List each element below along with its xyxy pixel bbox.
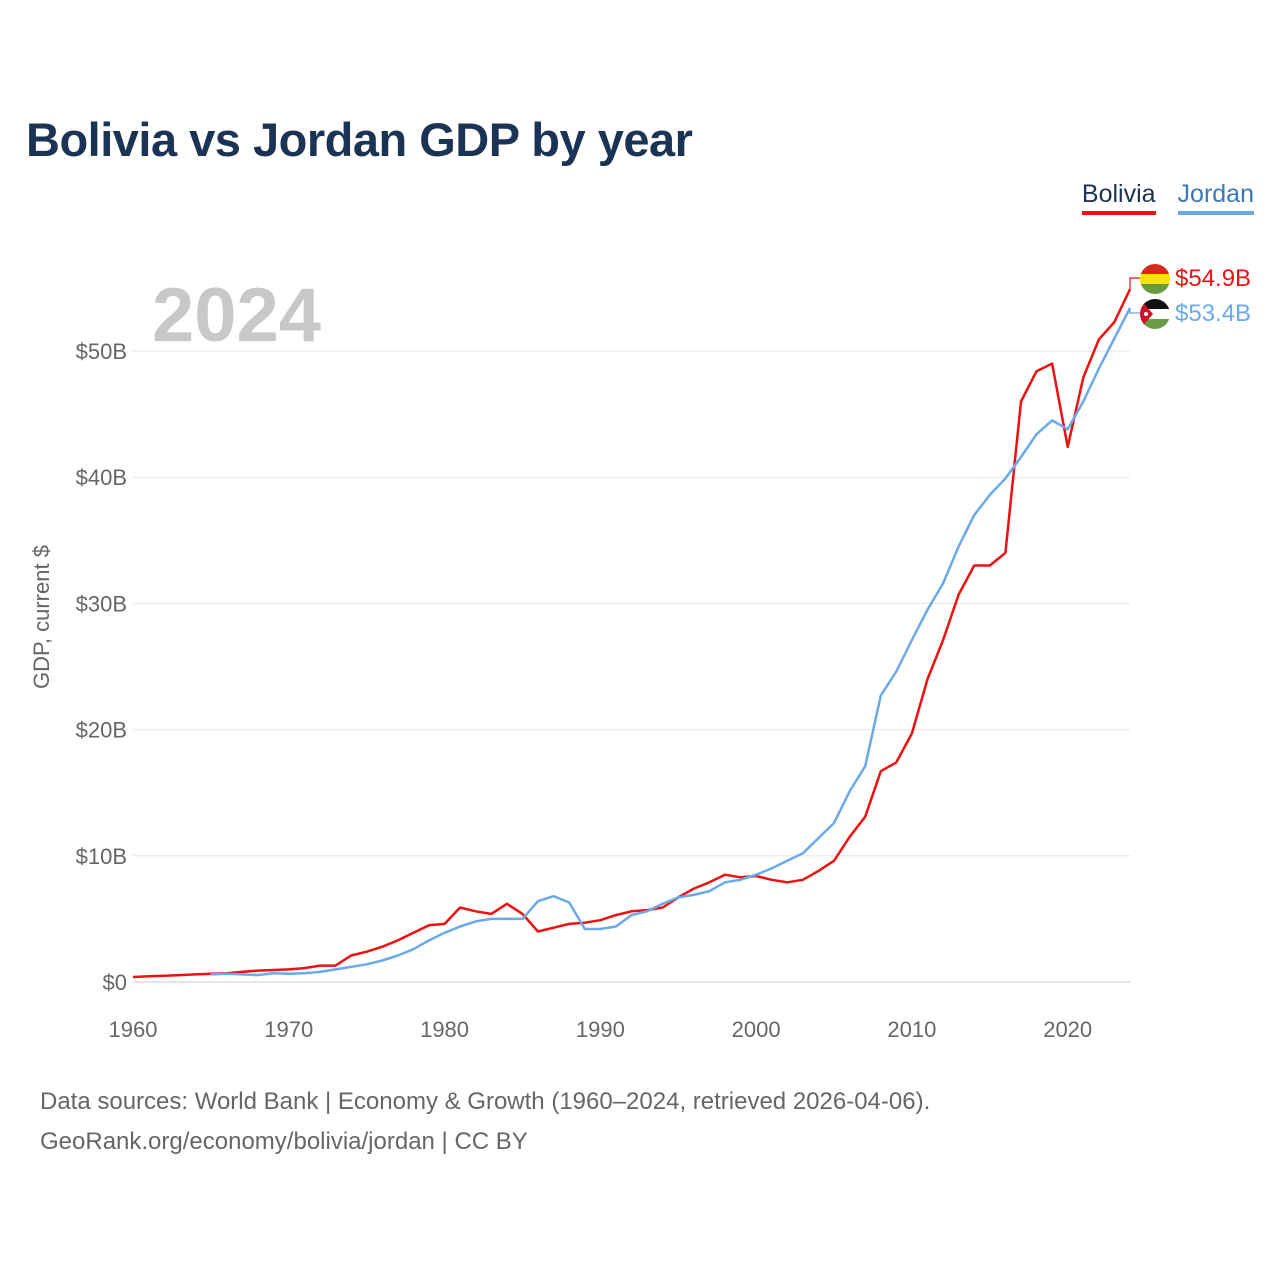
series-line-bolivia: [132, 288, 1132, 979]
end-label-bolivia: $54.9B: [1175, 265, 1251, 292]
x-tick-label: 1980: [420, 1017, 469, 1042]
label-connector-jordan: [1129, 308, 1140, 314]
legend-item-bolivia[interactable]: Bolivia: [1081, 180, 1156, 215]
x-tick-label: 1960: [109, 1017, 158, 1042]
series-line-jordan: [210, 307, 1132, 977]
y-tick-label: $30B: [76, 591, 127, 616]
y-tick-label: $50B: [76, 339, 127, 364]
footer: Data sources: World Bank | Economy & Gro…: [40, 1082, 930, 1162]
legend-item-jordan[interactable]: Jordan: [1177, 180, 1254, 215]
x-tick-label: 1970: [264, 1017, 313, 1042]
year-label: 2024: [152, 273, 322, 358]
site-credit: GeoRank.org/economy/bolivia/jordan | CC …: [40, 1128, 528, 1155]
x-tick-label: 1990: [576, 1017, 625, 1042]
x-tick-label: 2000: [732, 1017, 781, 1042]
y-tick-label: $10B: [76, 844, 127, 869]
x-tick-label: 2010: [887, 1017, 936, 1042]
x-tick-label: 2020: [1043, 1017, 1092, 1042]
label-connector-bolivia: [1129, 277, 1140, 290]
chart-title: Bolivia vs Jordan GDP by year: [26, 113, 693, 166]
legend: Bolivia Jordan: [1081, 180, 1254, 215]
jordan-flag-icon: [1140, 299, 1170, 329]
y-tick-label: $0: [103, 970, 127, 995]
y-axis-label: GDP, current $: [29, 545, 54, 689]
data-source-note: Data sources: World Bank | Economy & Gro…: [40, 1088, 931, 1115]
y-tick-label: $20B: [76, 718, 127, 743]
end-label-jordan: $53.4B: [1175, 300, 1251, 327]
y-tick-label: $40B: [76, 465, 127, 490]
bolivia-flag-icon: [1140, 264, 1170, 294]
